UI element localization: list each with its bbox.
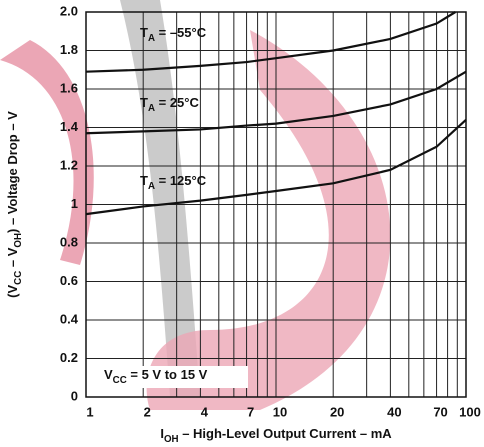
x-axis-label-part: I: [160, 426, 164, 441]
x-tick-label: 100: [459, 404, 481, 419]
x-tick-label: 20: [330, 404, 344, 419]
series-line: [85, 118, 467, 216]
y-tick-label: 0: [71, 388, 78, 403]
watermark-shape: [146, 30, 391, 410]
x-tick-label: 10: [273, 404, 287, 419]
annotation-part: V: [104, 367, 113, 382]
plot-frame: [85, 11, 467, 398]
annotation-part: CC: [113, 375, 127, 386]
series-label: TA = 25°C: [140, 95, 199, 113]
x-tick-label: 4: [201, 404, 209, 419]
y-axis-label-part: CC: [13, 271, 24, 285]
y-tick-label: 2.0: [60, 3, 78, 18]
y-tick-label: 1.6: [60, 80, 78, 95]
series-label-part: A: [148, 103, 155, 114]
x-axis-label: IOH – High-Level Output Current – mA: [160, 426, 392, 444]
x-tick-label: 40: [387, 404, 401, 419]
y-axis-label-part: – V: [5, 247, 20, 270]
annotation-box: [100, 366, 248, 388]
series-label-part: T: [140, 95, 148, 110]
series-label-part: A: [148, 33, 155, 44]
y-axis-label: (VCC – VOH) – Voltage Drop – V: [5, 111, 23, 298]
y-tick-label: 1.2: [60, 157, 78, 172]
series-label: TA = –55°C: [140, 25, 207, 43]
annotation-part: = 5 V to 15 V: [127, 367, 208, 382]
annotation: VCC = 5 V to 15 V: [104, 367, 208, 385]
x-tick-label: 70: [433, 404, 447, 419]
x-axis-label-part: OH: [164, 434, 179, 445]
watermark-shape: [0, 40, 94, 265]
y-tick-label: 1.4: [60, 119, 79, 134]
series-label-part: T: [140, 25, 148, 40]
watermark-band: [120, 0, 200, 397]
x-tick-label: 1: [86, 404, 93, 419]
series-label-part: = 25°C: [155, 95, 199, 110]
y-tick-label: 0.4: [60, 311, 79, 326]
series-label: TA = 125°C: [140, 173, 207, 191]
x-axis-label-part: – High-Level Output Current – mA: [179, 426, 393, 441]
y-tick-label: 1.8: [60, 42, 78, 57]
y-tick-label: 0.8: [60, 234, 78, 249]
x-tick-label: 7: [247, 404, 254, 419]
y-tick-label: 0.6: [60, 273, 78, 288]
watermark: [0, 0, 391, 410]
y-tick-label: 0.2: [60, 350, 78, 365]
series-label-part: T: [140, 173, 148, 188]
series-label-part: A: [148, 181, 155, 192]
series-label-part: = –55°C: [155, 25, 207, 40]
y-tick-label: 1: [71, 196, 78, 211]
y-axis-label-part: ) – Voltage Drop – V: [5, 111, 20, 233]
y-axis-label-part: (V: [5, 285, 20, 298]
y-axis-label-part: OH: [13, 233, 24, 248]
series-line: [85, 11, 457, 73]
x-tick-label: 2: [144, 404, 151, 419]
series-line: [85, 70, 467, 135]
series-label-part: = 125°C: [155, 173, 207, 188]
